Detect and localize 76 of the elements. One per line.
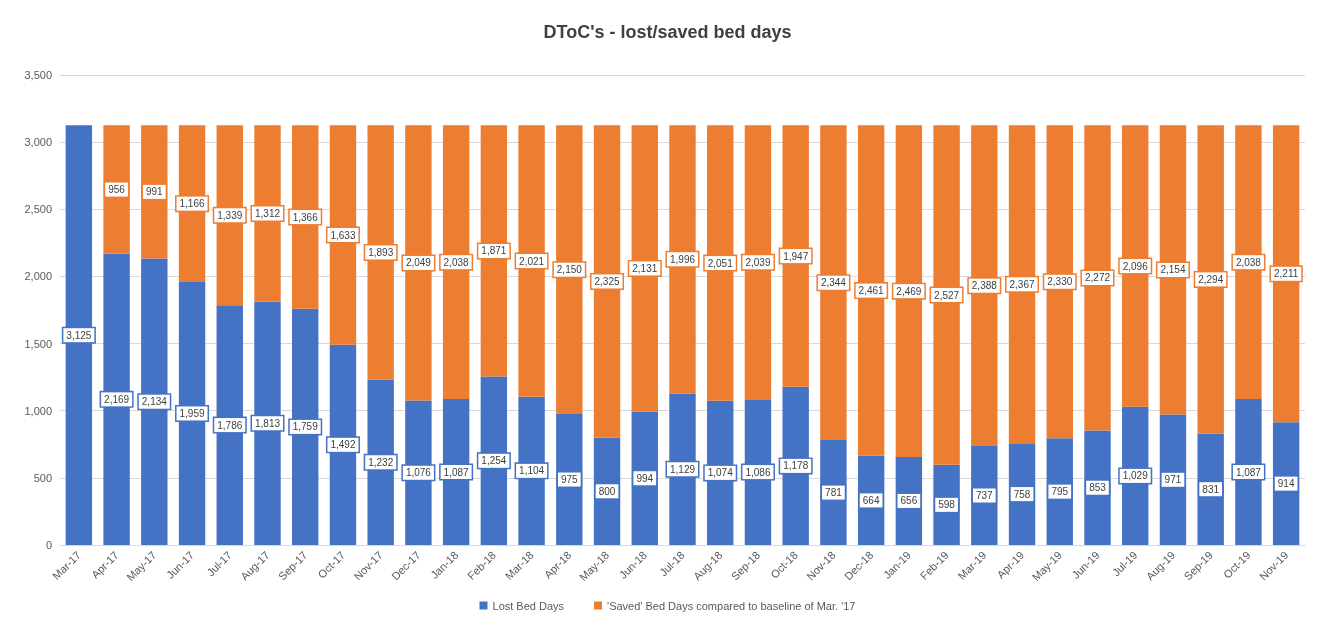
data-label: 781	[825, 487, 843, 499]
data-label: 2,038	[1235, 256, 1262, 268]
y-tick-label: 2,500	[24, 203, 52, 216]
data-label: 831	[1202, 483, 1220, 495]
data-label: 1,996	[669, 253, 696, 265]
data-label: 2,169	[104, 393, 130, 405]
data-label: 2,469	[896, 285, 922, 297]
data-label: 1,366	[292, 211, 319, 223]
data-label: 1,087	[1235, 466, 1262, 478]
data-label: 971	[1164, 474, 1182, 486]
data-label: 598	[938, 499, 956, 511]
data-label: 1,129	[669, 463, 696, 475]
data-label: 1,893	[368, 246, 394, 258]
data-label: 2,150	[556, 264, 583, 276]
data-label: 2,038	[443, 256, 470, 268]
data-label: 2,051	[707, 257, 734, 269]
data-label: 1,232	[368, 456, 394, 468]
y-tick-label: 2,000	[24, 270, 52, 283]
data-label: 2,039	[745, 256, 771, 268]
legend-label: 'Saved' Bed Days compared to baseline of Mar. '17	[607, 599, 856, 612]
data-label: 1,087	[443, 466, 470, 478]
data-label: 1,786	[217, 419, 243, 431]
data-label: 853	[1089, 482, 1107, 494]
legend-label: Lost Bed Days	[492, 599, 565, 612]
data-label: 991	[145, 186, 164, 198]
y-tick-label: 500	[33, 471, 52, 484]
data-label: 737	[975, 490, 994, 502]
data-label: 975	[560, 474, 579, 486]
data-label: 2,367	[1009, 278, 1035, 290]
data-label: 2,211	[1273, 268, 1299, 280]
data-label: 2,344	[820, 277, 847, 289]
y-tick-label: 3,500	[24, 69, 52, 81]
data-label: 1,339	[217, 209, 243, 221]
data-label: 956	[108, 184, 126, 196]
data-label: 1,947	[783, 250, 809, 262]
data-label: 1,871	[481, 245, 507, 257]
data-label: 800	[598, 485, 616, 497]
data-label: 1,104	[519, 465, 545, 477]
data-label: 2,388	[971, 280, 998, 292]
y-tick-label: 1,000	[24, 404, 52, 417]
data-label: 994	[636, 472, 654, 484]
data-label: 2,294	[1198, 273, 1224, 285]
data-label: 2,134	[141, 396, 168, 408]
y-tick-label: 0	[45, 539, 52, 551]
data-label: 1,959	[179, 407, 205, 419]
data-label: 664	[862, 494, 880, 506]
data-label: 1,312	[254, 207, 281, 219]
y-tick-label: 1,500	[24, 337, 52, 350]
data-label: 1,029	[1122, 470, 1149, 482]
data-label: 1,813	[254, 417, 281, 429]
data-label: 1,759	[292, 421, 319, 433]
data-label: 1,492	[330, 439, 356, 451]
y-tick-label: 3,000	[24, 136, 52, 149]
data-label: 1,074	[707, 467, 734, 479]
data-label: 2,096	[1122, 260, 1149, 272]
data-label: 795	[1051, 486, 1069, 498]
chart-title: DToC's - lost/saved bed days	[543, 22, 792, 42]
data-label: 1,254	[481, 455, 507, 467]
data-label: 2,461	[858, 285, 885, 297]
data-label: 656	[900, 495, 918, 507]
data-label: 2,272	[1084, 272, 1111, 284]
data-label: 2,154	[1160, 264, 1186, 276]
data-label: 2,021	[519, 255, 545, 267]
data-label: 914	[1277, 478, 1295, 490]
data-label: 1,076	[405, 467, 432, 479]
data-label: 1,086	[745, 466, 771, 478]
data-label: 2,131	[632, 262, 658, 274]
data-label: 2,527	[934, 289, 960, 301]
data-label: 1,633	[330, 229, 356, 241]
data-label: 758	[1013, 488, 1031, 500]
data-label: 3,125	[66, 329, 92, 341]
data-label: 2,330	[1047, 276, 1073, 288]
data-label: 1,178	[783, 460, 809, 472]
data-label: 2,325	[594, 275, 620, 287]
data-label: 1,166	[179, 198, 205, 210]
data-label: 2,049	[405, 257, 432, 269]
